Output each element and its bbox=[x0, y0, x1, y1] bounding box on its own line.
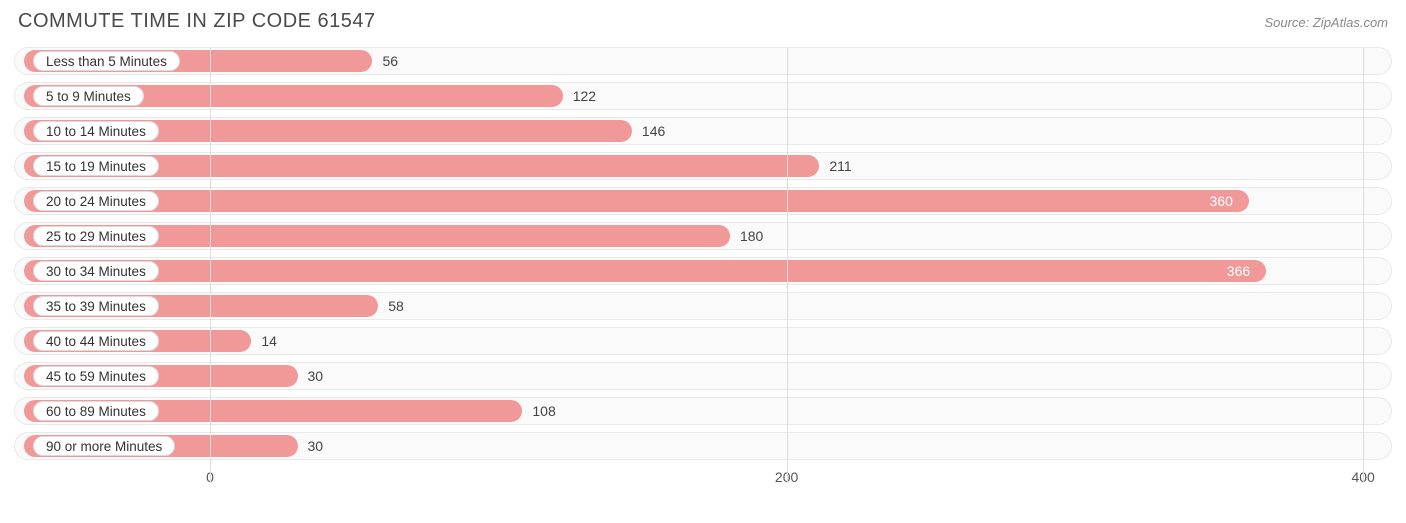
chart-row: Less than 5 Minutes 56 bbox=[14, 47, 1392, 75]
chart-row: 5 to 9 Minutes 122 bbox=[14, 82, 1392, 110]
chart-title: COMMUTE TIME IN ZIP CODE 61547 bbox=[18, 10, 376, 33]
category-label: 15 to 19 Minutes bbox=[33, 156, 159, 176]
chart-row: 30 to 34 Minutes 366 bbox=[14, 257, 1392, 285]
value-label: 146 bbox=[642, 123, 665, 139]
category-label: 45 to 59 Minutes bbox=[33, 366, 159, 386]
value-label: 180 bbox=[740, 228, 763, 244]
value-label: 30 bbox=[308, 438, 324, 454]
chart-row: 90 or more Minutes 30 bbox=[14, 432, 1392, 460]
category-label: 30 to 34 Minutes bbox=[33, 261, 159, 281]
category-label: 25 to 29 Minutes bbox=[33, 226, 159, 246]
value-label: 366 bbox=[1227, 263, 1250, 279]
chart-container: COMMUTE TIME IN ZIP CODE 61547 Source: Z… bbox=[0, 0, 1406, 523]
category-label: 40 to 44 Minutes bbox=[33, 331, 159, 351]
x-axis: 0 200 400 bbox=[14, 467, 1392, 491]
value-label: 58 bbox=[388, 298, 404, 314]
value-label: 30 bbox=[308, 368, 324, 384]
chart-row: 10 to 14 Minutes 146 bbox=[14, 117, 1392, 145]
value-label: 108 bbox=[532, 403, 555, 419]
x-tick-label: 0 bbox=[206, 469, 214, 485]
chart-row: 60 to 89 Minutes 108 bbox=[14, 397, 1392, 425]
value-label: 122 bbox=[573, 88, 596, 104]
value-label: 211 bbox=[829, 158, 851, 174]
chart-source: Source: ZipAtlas.com bbox=[1264, 15, 1388, 30]
chart-row: 20 to 24 Minutes 360 bbox=[14, 187, 1392, 215]
chart-plot-area: Less than 5 Minutes 56 5 to 9 Minutes 122 10… bbox=[14, 47, 1392, 460]
chart-row: 15 to 19 Minutes 211 bbox=[14, 152, 1392, 180]
chart-row: 40 to 44 Minutes 14 bbox=[14, 327, 1392, 355]
category-label: 90 or more Minutes bbox=[33, 436, 175, 456]
value-label: 360 bbox=[1210, 193, 1233, 209]
category-label: 60 to 89 Minutes bbox=[33, 401, 159, 421]
category-label: 20 to 24 Minutes bbox=[33, 191, 159, 211]
x-tick-label: 400 bbox=[1351, 469, 1374, 485]
value-label: 56 bbox=[382, 53, 398, 69]
category-label: 5 to 9 Minutes bbox=[33, 86, 144, 106]
chart-row: 45 to 59 Minutes 30 bbox=[14, 362, 1392, 390]
value-label: 14 bbox=[261, 333, 277, 349]
category-label: 10 to 14 Minutes bbox=[33, 121, 159, 141]
x-tick-label: 200 bbox=[775, 469, 798, 485]
chart-row: 25 to 29 Minutes 180 bbox=[14, 222, 1392, 250]
chart-header: COMMUTE TIME IN ZIP CODE 61547 Source: Z… bbox=[14, 10, 1392, 33]
category-label: Less than 5 Minutes bbox=[33, 51, 180, 71]
bar bbox=[24, 190, 1249, 212]
bar bbox=[24, 260, 1267, 282]
category-label: 35 to 39 Minutes bbox=[33, 296, 159, 316]
chart-row: 35 to 39 Minutes 58 bbox=[14, 292, 1392, 320]
